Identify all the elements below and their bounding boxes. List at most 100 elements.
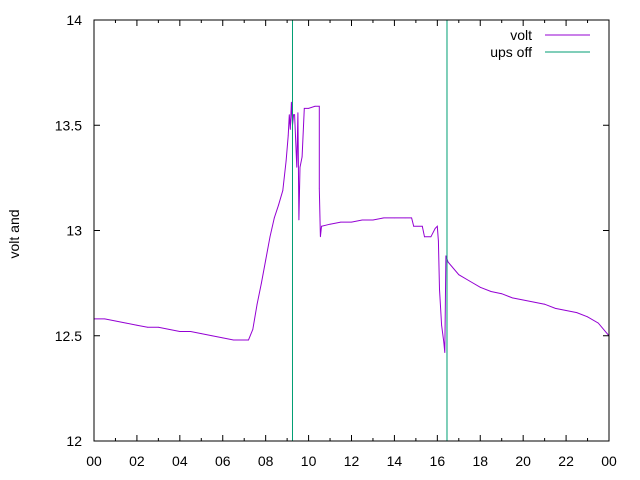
data-point <box>444 352 446 353</box>
data-point <box>522 299 524 301</box>
data-point <box>436 225 438 227</box>
data-point <box>404 217 406 219</box>
data-point <box>299 166 301 168</box>
x-tick-label: 00 <box>86 453 102 469</box>
data-point <box>321 225 322 227</box>
data-point <box>318 105 320 107</box>
data-point <box>278 204 279 206</box>
x-tick-label: 12 <box>344 453 360 469</box>
data-point <box>243 339 245 341</box>
data-point <box>576 312 578 313</box>
data-point <box>282 190 284 191</box>
data-point <box>361 219 363 221</box>
x-tick-label: 06 <box>215 453 231 469</box>
plot-frame <box>93 19 610 442</box>
data-point <box>320 236 321 238</box>
data-point <box>394 217 395 219</box>
data-point <box>289 129 291 130</box>
data-point <box>222 337 224 339</box>
x-tick-label: 14 <box>387 453 403 469</box>
data-point <box>125 322 127 324</box>
data-point <box>533 301 535 303</box>
x-tick-label: 00 <box>601 453 617 469</box>
data-point <box>265 259 267 261</box>
x-tick-label: 20 <box>515 453 531 469</box>
data-point <box>158 326 159 328</box>
data-point <box>501 293 503 295</box>
x-tick-label: 22 <box>558 453 574 469</box>
x-tick-label: 02 <box>129 453 145 469</box>
data-point <box>587 316 588 318</box>
data-point <box>294 114 295 116</box>
data-point <box>269 236 271 238</box>
data-point <box>597 322 599 324</box>
data-point <box>233 339 234 341</box>
data-point <box>512 297 513 299</box>
data-point <box>179 331 181 332</box>
data-point <box>287 135 289 137</box>
x-tick-label: 18 <box>472 453 488 469</box>
x-tick-label: 08 <box>258 453 274 469</box>
data-point <box>329 223 331 225</box>
data-point <box>104 318 106 320</box>
data-point <box>211 335 213 337</box>
data-point <box>256 303 258 305</box>
data-point <box>351 221 352 223</box>
data-point <box>301 156 303 158</box>
data-point <box>252 329 254 330</box>
data-point <box>383 217 385 219</box>
data-point <box>372 219 374 221</box>
data-point <box>340 221 342 223</box>
data-point <box>490 291 492 292</box>
data-point <box>318 188 320 189</box>
data-point <box>413 225 415 227</box>
x-tick-label: 10 <box>301 453 317 469</box>
data-point <box>421 225 423 227</box>
y-axis-title: volt and <box>6 209 22 258</box>
data-point <box>273 217 275 219</box>
legend-label: volt <box>510 27 532 43</box>
y-tick-label: 12.5 <box>55 328 82 344</box>
data-point <box>261 282 262 284</box>
x-tick-label: 16 <box>430 453 446 469</box>
data-point <box>445 255 447 257</box>
data-point <box>291 101 292 103</box>
data-point <box>296 166 298 168</box>
y-tick-label: 13 <box>66 223 82 239</box>
x-tick-label: 04 <box>172 453 188 469</box>
data-point <box>424 236 425 238</box>
data-point <box>168 329 170 330</box>
data-point <box>544 303 545 305</box>
data-point <box>411 217 412 219</box>
data-point <box>443 341 445 343</box>
data-point <box>288 114 290 116</box>
data-point <box>430 236 432 238</box>
data-point <box>115 320 116 322</box>
data-point <box>248 339 249 341</box>
data-point <box>438 240 439 242</box>
data-point <box>147 326 149 328</box>
data-point <box>555 308 556 309</box>
series-line-volt <box>94 102 610 353</box>
data-point <box>285 160 287 162</box>
legend-label: ups off <box>490 44 532 60</box>
data-point <box>303 108 305 109</box>
data-point <box>297 112 299 113</box>
data-point <box>458 274 460 276</box>
data-point <box>308 108 309 109</box>
data-point <box>469 280 470 282</box>
y-tick-label: 14 <box>66 12 82 28</box>
data-point <box>293 114 294 116</box>
data-point <box>447 261 449 263</box>
data-point <box>565 310 567 311</box>
data-point <box>136 324 138 326</box>
data-point <box>439 289 440 290</box>
data-point <box>190 331 192 332</box>
y-tick-label: 13.5 <box>55 117 82 133</box>
data-point <box>479 286 481 288</box>
y-tick-label: 12 <box>66 433 82 449</box>
data-point <box>314 105 316 107</box>
data-point <box>441 324 442 326</box>
